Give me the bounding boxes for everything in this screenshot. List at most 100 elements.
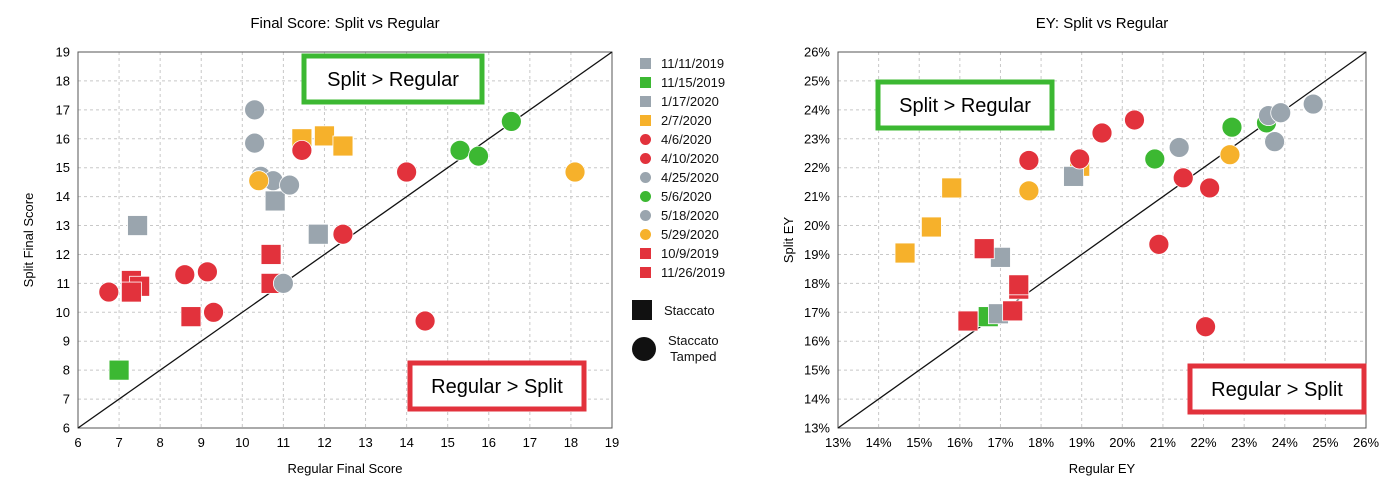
data-point-circle	[272, 272, 294, 294]
x-tick-label: 12	[317, 435, 331, 450]
data-point-circle	[1148, 233, 1170, 255]
data-point-circle	[564, 161, 586, 183]
data-point-square	[121, 281, 142, 303]
legend-label: 1/17/2020	[661, 94, 719, 109]
y-tick-label: 13	[56, 218, 70, 233]
x-tick-label: 9	[198, 435, 205, 450]
legend-item: 11/11/2019	[640, 54, 770, 73]
y-tick-label: 14	[56, 189, 70, 204]
data-point-square	[108, 359, 130, 381]
chart-title: Final Score: Split vs Regular	[250, 15, 439, 32]
y-tick-label: 10	[56, 305, 70, 320]
data-point-square	[941, 177, 963, 199]
y-tick-label: 22%	[804, 160, 830, 175]
y-tick-label: 24%	[804, 102, 830, 117]
shape-key-circle-label: Staccato Tamped	[668, 333, 719, 365]
y-tick-label: 12	[56, 247, 70, 262]
data-point-circle	[1018, 180, 1040, 202]
x-axis-label: Regular Final Score	[288, 461, 403, 476]
legend-label: 10/9/2019	[661, 246, 719, 261]
y-tick-label: 17%	[804, 305, 830, 320]
y-tick-label: 16	[56, 131, 70, 146]
shape-key-circle: Staccato Tamped	[632, 333, 719, 365]
data-point-circle	[203, 301, 224, 323]
x-tick-label: 17%	[987, 435, 1013, 450]
x-tick-label: 18%	[1028, 435, 1054, 450]
y-tick-label: 18%	[804, 276, 830, 291]
legend-item: 2/7/2020	[640, 111, 770, 130]
legend-label: 2/7/2020	[661, 113, 712, 128]
data-point-circle	[1302, 93, 1324, 115]
data-point-circle	[1195, 316, 1216, 338]
y-tick-label: 8	[63, 363, 70, 378]
data-point-circle	[414, 310, 436, 332]
data-point-square	[260, 244, 282, 265]
circle-marker-icon	[632, 337, 656, 361]
y-tick-label: 20%	[804, 218, 830, 233]
data-point-circle	[332, 223, 354, 245]
data-point-circle	[396, 161, 418, 183]
y-tick-label: 15%	[804, 363, 830, 378]
legend-item: 11/15/2019	[640, 73, 770, 92]
y-tick-label: 19	[56, 45, 70, 60]
data-point-circle	[1144, 148, 1166, 170]
legend-label: 5/18/2020	[661, 208, 719, 223]
x-tick-label: 16	[482, 435, 496, 450]
shape-key-2: Staccato Tamped	[632, 333, 719, 365]
x-tick-label: 8	[157, 435, 164, 450]
x-tick-label: 24%	[1272, 435, 1298, 450]
data-point-circle	[174, 264, 196, 286]
x-tick-label: 14%	[866, 435, 892, 450]
data-point-circle	[449, 139, 471, 161]
regular-greater-label: Regular > Split	[1211, 379, 1343, 401]
split-greater-label: Split > Regular	[899, 95, 1031, 117]
data-point-square	[1008, 274, 1030, 296]
data-point-square	[1002, 300, 1024, 322]
x-tick-label: 22%	[1191, 435, 1217, 450]
data-point-circle	[1199, 177, 1221, 199]
square-marker-icon	[632, 300, 652, 320]
data-point-circle	[1221, 116, 1243, 138]
data-point-circle	[1069, 148, 1091, 170]
y-tick-label: 11	[57, 276, 71, 291]
shape-key: Staccato	[632, 300, 715, 320]
data-point-circle	[1172, 167, 1194, 189]
data-point-circle	[248, 170, 270, 192]
data-point-circle	[244, 132, 266, 154]
data-point-square	[180, 306, 202, 328]
data-point-square	[894, 242, 916, 264]
data-point-circle	[1270, 102, 1292, 124]
regular-greater-box	[407, 360, 587, 412]
data-point-square	[921, 216, 942, 238]
chart-title: EY: Split vs Regular	[1036, 15, 1169, 32]
x-tick-label: 18	[564, 435, 578, 450]
y-tick-label: 26%	[804, 45, 830, 60]
y-tick-label: 14%	[804, 392, 830, 407]
legend-swatch	[640, 134, 651, 145]
legend-label: 4/25/2020	[661, 170, 719, 185]
legend-swatch	[640, 96, 651, 107]
x-tick-label: 20%	[1109, 435, 1135, 450]
y-tick-label: 15	[56, 160, 70, 175]
x-tick-label: 13	[358, 435, 372, 450]
legend-item: 5/6/2020	[640, 187, 770, 206]
x-tick-label: 11	[277, 435, 291, 450]
y-tick-label: 21%	[804, 189, 830, 204]
data-point-square	[264, 190, 286, 212]
data-point-circle	[1124, 109, 1145, 131]
y-axis-label: Split Final Score	[21, 193, 36, 288]
legend-item: 5/29/2020	[640, 225, 770, 244]
split-greater-box	[301, 53, 485, 105]
split-greater-box	[875, 79, 1055, 131]
shape-key-circle-label-line1: Staccato	[668, 333, 719, 348]
data-point-circle	[468, 145, 489, 167]
y-tick-label: 9	[63, 334, 70, 349]
data-point-square	[332, 135, 354, 157]
data-point-square	[314, 125, 335, 147]
legend: 11/11/2019 11/15/2019 1/17/2020 2/7/2020 4/6…	[640, 54, 770, 282]
data-point-square	[127, 215, 148, 236]
ey-chart: EY: Split vs Regular 13% 14% 15% 16% 17% 18% 19…	[781, 15, 1379, 476]
x-tick-label: 23%	[1231, 435, 1257, 450]
y-tick-label: 13%	[804, 421, 830, 436]
data-point-circle	[244, 99, 266, 121]
